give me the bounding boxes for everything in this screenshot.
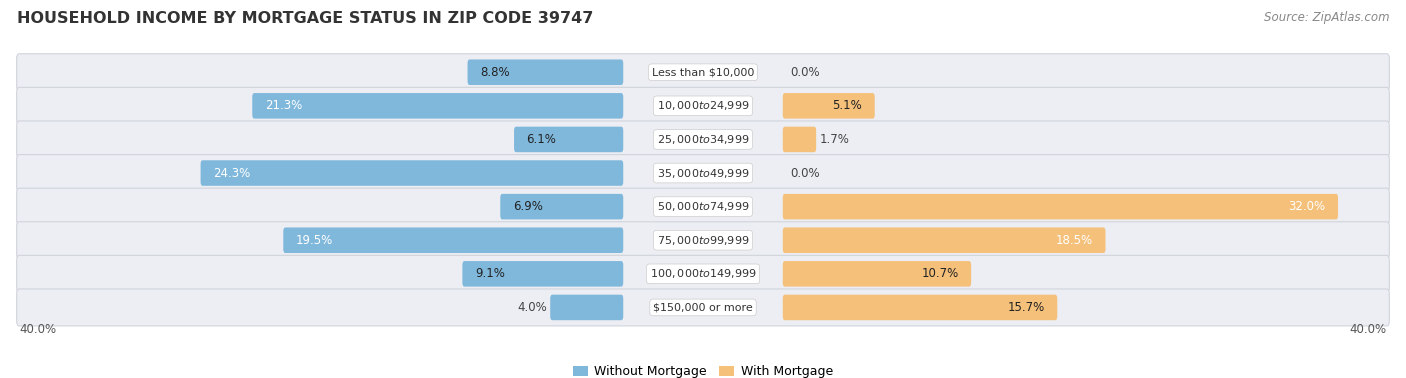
FancyBboxPatch shape: [783, 295, 1057, 320]
FancyBboxPatch shape: [783, 127, 815, 152]
Text: HOUSEHOLD INCOME BY MORTGAGE STATUS IN ZIP CODE 39747: HOUSEHOLD INCOME BY MORTGAGE STATUS IN Z…: [17, 11, 593, 26]
Text: 40.0%: 40.0%: [1350, 323, 1386, 336]
Legend: Without Mortgage, With Mortgage: Without Mortgage, With Mortgage: [574, 365, 832, 378]
FancyBboxPatch shape: [783, 228, 1105, 253]
Text: $35,000 to $49,999: $35,000 to $49,999: [657, 167, 749, 180]
FancyBboxPatch shape: [17, 121, 1389, 158]
Text: 8.8%: 8.8%: [479, 66, 509, 79]
FancyBboxPatch shape: [17, 155, 1389, 192]
Text: $25,000 to $34,999: $25,000 to $34,999: [657, 133, 749, 146]
Text: 10.7%: 10.7%: [921, 267, 959, 280]
Text: 5.1%: 5.1%: [832, 99, 862, 112]
Text: 0.0%: 0.0%: [790, 66, 820, 79]
FancyBboxPatch shape: [501, 194, 623, 219]
FancyBboxPatch shape: [463, 261, 623, 287]
FancyBboxPatch shape: [201, 160, 623, 186]
Text: 21.3%: 21.3%: [264, 99, 302, 112]
Text: 9.1%: 9.1%: [475, 267, 505, 280]
FancyBboxPatch shape: [283, 228, 623, 253]
Text: 18.5%: 18.5%: [1056, 234, 1092, 247]
Text: 6.1%: 6.1%: [526, 133, 557, 146]
Text: 6.9%: 6.9%: [513, 200, 543, 213]
FancyBboxPatch shape: [783, 194, 1339, 219]
Text: 0.0%: 0.0%: [790, 167, 820, 180]
FancyBboxPatch shape: [468, 59, 623, 85]
FancyBboxPatch shape: [17, 222, 1389, 259]
Text: 40.0%: 40.0%: [20, 323, 56, 336]
Text: Source: ZipAtlas.com: Source: ZipAtlas.com: [1264, 11, 1389, 24]
Text: 15.7%: 15.7%: [1008, 301, 1045, 314]
Text: $75,000 to $99,999: $75,000 to $99,999: [657, 234, 749, 247]
FancyBboxPatch shape: [515, 127, 623, 152]
Text: 24.3%: 24.3%: [212, 167, 250, 180]
Text: 1.7%: 1.7%: [820, 133, 849, 146]
FancyBboxPatch shape: [17, 87, 1389, 124]
Text: 4.0%: 4.0%: [517, 301, 547, 314]
FancyBboxPatch shape: [17, 289, 1389, 326]
FancyBboxPatch shape: [17, 256, 1389, 292]
Text: 32.0%: 32.0%: [1288, 200, 1326, 213]
FancyBboxPatch shape: [17, 54, 1389, 91]
Text: 19.5%: 19.5%: [295, 234, 333, 247]
FancyBboxPatch shape: [783, 93, 875, 119]
FancyBboxPatch shape: [550, 295, 623, 320]
FancyBboxPatch shape: [17, 188, 1389, 225]
FancyBboxPatch shape: [783, 261, 972, 287]
Text: $10,000 to $24,999: $10,000 to $24,999: [657, 99, 749, 112]
Text: Less than $10,000: Less than $10,000: [652, 67, 754, 77]
Text: $50,000 to $74,999: $50,000 to $74,999: [657, 200, 749, 213]
FancyBboxPatch shape: [252, 93, 623, 119]
Text: $100,000 to $149,999: $100,000 to $149,999: [650, 267, 756, 280]
Text: $150,000 or more: $150,000 or more: [654, 302, 752, 313]
